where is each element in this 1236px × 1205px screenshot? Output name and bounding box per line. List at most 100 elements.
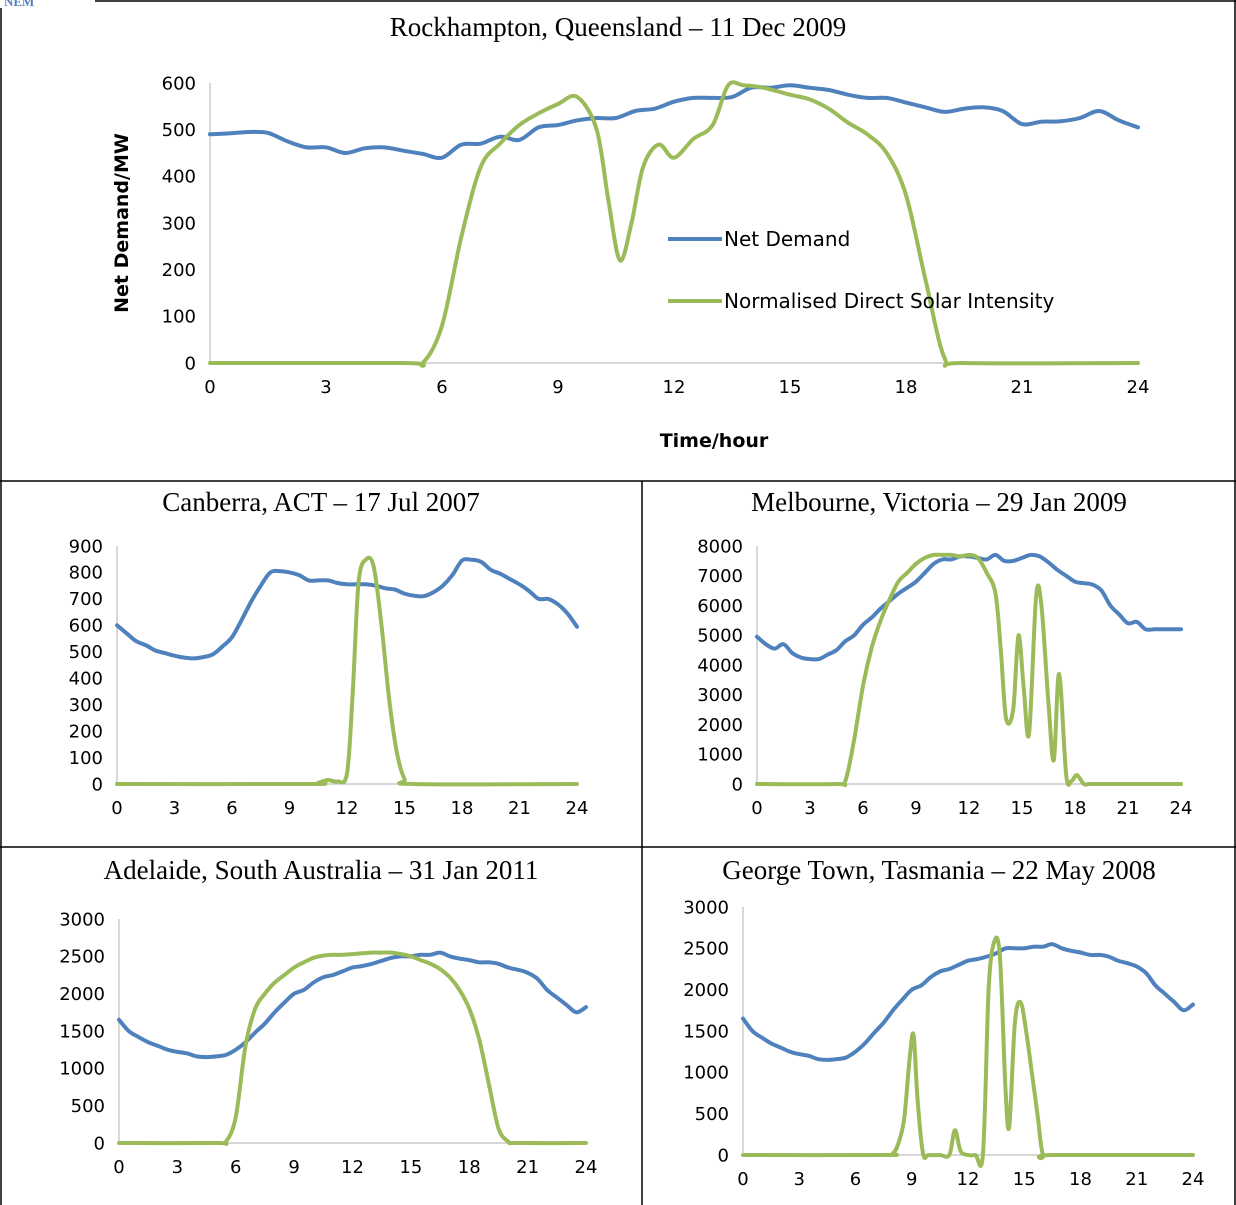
series-line-net-demand xyxy=(117,950,588,1060)
x-tick-label: 24 xyxy=(1170,798,1193,819)
chart-canberra: 0 100 200 300 400 500 600 700 800 900 0 3 6 9 12 15 18 21… xyxy=(69,536,589,819)
y-axis-label: Net Demand/MW xyxy=(111,133,133,313)
x-tick-label: 0 xyxy=(111,798,122,819)
y-tick-label: 200 xyxy=(69,721,103,742)
x-tick-label: 3 xyxy=(794,1169,805,1190)
chart-george-town: 0 500 1000 1500 2000 2500 3000 0 3 6 9 12 15 18 21 24 xyxy=(683,897,1205,1190)
series-line-solar-intensity xyxy=(208,80,1140,368)
x-tick-label: 21 xyxy=(508,798,531,819)
x-tick-label: 15 xyxy=(779,377,802,398)
x-tick-label: 6 xyxy=(226,798,237,819)
y-tick-label: 700 xyxy=(69,589,103,610)
x-tick-label: 9 xyxy=(552,377,563,398)
y-tick-label: 5000 xyxy=(697,626,743,647)
chart-title: George Town, Tasmania – 22 May 2008 xyxy=(722,855,1156,885)
x-tick-label: 9 xyxy=(906,1169,917,1190)
y-tick-label: 1000 xyxy=(59,1059,105,1080)
series-line-net-demand xyxy=(208,83,1140,161)
chart-panel-adelaide: Adelaide, South Australia – 31 Jan 2011 … xyxy=(0,847,642,1205)
legend-entry: Net Demand xyxy=(724,227,850,251)
y-tick-label: 500 xyxy=(695,1104,729,1125)
x-tick-label: 18 xyxy=(458,1157,481,1178)
x-tick-label: 6 xyxy=(230,1157,241,1178)
y-tick-label: 2000 xyxy=(683,980,729,1001)
y-tick-label: 2500 xyxy=(683,939,729,960)
y-tick-label: 0 xyxy=(94,1133,105,1154)
x-tick-label: 18 xyxy=(895,377,918,398)
x-tick-label: 15 xyxy=(393,798,416,819)
chart-title: Adelaide, South Australia – 31 Jan 2011 xyxy=(103,855,539,885)
series-line-net-demand xyxy=(755,552,1183,662)
series-line-solar-intensity xyxy=(115,555,579,787)
y-tick-label: 1500 xyxy=(683,1021,729,1042)
x-tick-label: 6 xyxy=(857,798,868,819)
series-line-net-demand xyxy=(115,557,579,661)
x-tick-label: 9 xyxy=(910,798,921,819)
x-tick-label: 0 xyxy=(737,1169,748,1190)
x-tick-label: 21 xyxy=(516,1157,539,1178)
x-tick-label: 3 xyxy=(804,798,815,819)
y-tick-label: 300 xyxy=(69,695,103,716)
series-line-solar-intensity xyxy=(117,950,588,1146)
x-tick-label: 3 xyxy=(169,798,180,819)
x-tick-label: 9 xyxy=(284,798,295,819)
y-tick-label: 8000 xyxy=(697,536,743,557)
y-tick-label: 2500 xyxy=(59,947,105,968)
y-tick-label: 600 xyxy=(162,73,196,94)
x-tick-label: 18 xyxy=(1064,798,1087,819)
y-tick-label: 100 xyxy=(162,307,196,328)
x-tick-label: 18 xyxy=(451,798,474,819)
series-line-net-demand xyxy=(741,942,1195,1062)
y-tick-label: 500 xyxy=(69,642,103,663)
x-tick-label: 24 xyxy=(1127,377,1150,398)
x-tick-label: 3 xyxy=(320,377,331,398)
chart-rockhampton: 0 100 200 300 400 500 600 0 3 6 9 12 15 18 21 24 Time/ho… xyxy=(111,73,1150,452)
y-tick-label: 6000 xyxy=(697,596,743,617)
x-tick-label: 18 xyxy=(1069,1169,1092,1190)
x-axis-label: Time/hour xyxy=(660,430,769,452)
y-tick-label: 0 xyxy=(732,774,743,795)
y-tick-label: 1000 xyxy=(697,745,743,766)
y-tick-label: 200 xyxy=(162,260,196,281)
y-tick-label: 3000 xyxy=(59,909,105,930)
x-tick-label: 6 xyxy=(436,377,447,398)
chart-adelaide: 0 500 1000 1500 2000 2500 3000 0 3 6 9 12 15 18 21 24 xyxy=(59,909,597,1178)
y-tick-label: 300 xyxy=(162,213,196,234)
chart-title: Canberra, ACT – 17 Jul 2007 xyxy=(162,487,480,517)
chart-panel-melbourne: Melbourne, Victoria – 29 Jan 2009 0 1000 2… xyxy=(642,481,1236,847)
chart-title: Melbourne, Victoria – 29 Jan 2009 xyxy=(751,487,1127,517)
x-tick-label: 12 xyxy=(957,1169,980,1190)
y-tick-label: 100 xyxy=(69,748,103,769)
y-tick-label: 800 xyxy=(69,563,103,584)
y-tick-label: 600 xyxy=(69,616,103,637)
x-tick-label: 24 xyxy=(566,798,589,819)
series-line-solar-intensity xyxy=(755,552,1183,788)
y-tick-label: 2000 xyxy=(59,984,105,1005)
y-tick-label: 400 xyxy=(69,669,103,690)
y-tick-label: 500 xyxy=(71,1096,105,1117)
x-tick-label: 3 xyxy=(172,1157,183,1178)
y-tick-label: 3000 xyxy=(697,685,743,706)
y-tick-label: 7000 xyxy=(697,566,743,587)
x-tick-label: 21 xyxy=(1117,798,1140,819)
y-tick-label: 2000 xyxy=(697,715,743,736)
chart-panel-george-town: George Town, Tasmania – 22 May 2008 0 500… xyxy=(642,847,1236,1205)
y-tick-label: 1000 xyxy=(683,1063,729,1084)
y-tick-label: 900 xyxy=(69,536,103,557)
x-tick-label: 12 xyxy=(663,377,686,398)
y-tick-label: 1500 xyxy=(59,1021,105,1042)
x-tick-label: 0 xyxy=(751,798,762,819)
x-tick-label: 15 xyxy=(399,1157,422,1178)
x-tick-label: 24 xyxy=(1182,1169,1205,1190)
x-tick-label: 9 xyxy=(288,1157,299,1178)
x-tick-label: 12 xyxy=(341,1157,364,1178)
x-tick-label: 21 xyxy=(1011,377,1034,398)
chart-panel-canberra: Canberra, ACT – 17 Jul 2007 0 100 200 300 40… xyxy=(0,481,642,847)
page-header-text: NEM xyxy=(4,0,35,9)
y-tick-label: 3000 xyxy=(683,897,729,918)
x-tick-label: 12 xyxy=(958,798,981,819)
legend-entry: Normalised Direct Solar Intensity xyxy=(724,289,1054,313)
series-line-solar-intensity xyxy=(741,935,1195,1168)
y-tick-label: 0 xyxy=(92,774,103,795)
